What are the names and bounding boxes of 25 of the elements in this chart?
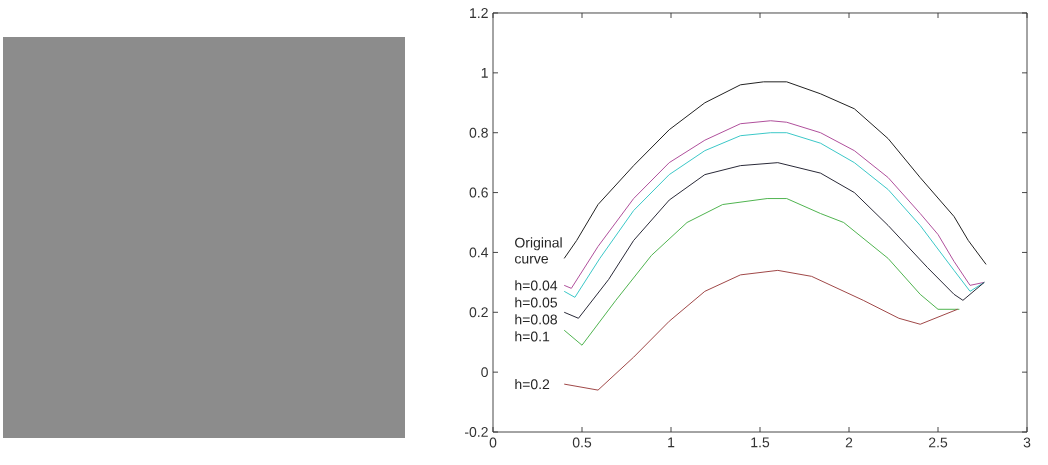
x-tick-label: 2.5 (928, 437, 948, 448)
x-tick-label: 0 (489, 437, 497, 448)
y-tick-label: 0.6 (469, 187, 488, 198)
series-label: h=0.2 (515, 378, 550, 390)
y-tick-label: 1.2 (470, 8, 488, 18)
y-tick-label: 0.4 (469, 247, 489, 258)
y-tick-label: -0.2 (464, 427, 488, 437)
x-tick-label: 1 (668, 437, 675, 448)
x-tick-label: 0.5 (572, 437, 592, 448)
y-tick-label: 0.8 (469, 127, 488, 138)
y-tick-label: 1 (481, 68, 488, 78)
x-tick-label: 1.5 (751, 437, 770, 448)
x-tick-label: 2 (845, 437, 853, 448)
line-series (563, 81, 987, 265)
series-label: h=0.08 (515, 314, 557, 325)
series-label: h=0.05 (515, 297, 558, 308)
series-label: Original curve (515, 237, 562, 264)
series-label: h=0.04 (515, 280, 558, 291)
line-series (563, 269, 959, 391)
y-tick-label: 0 (481, 367, 488, 378)
line-series (563, 162, 985, 319)
x-tick-label: 3 (1023, 437, 1031, 448)
series-label: h=0.1 (515, 331, 550, 342)
y-tick-label: 0.2 (469, 307, 488, 318)
line-series (563, 198, 960, 346)
